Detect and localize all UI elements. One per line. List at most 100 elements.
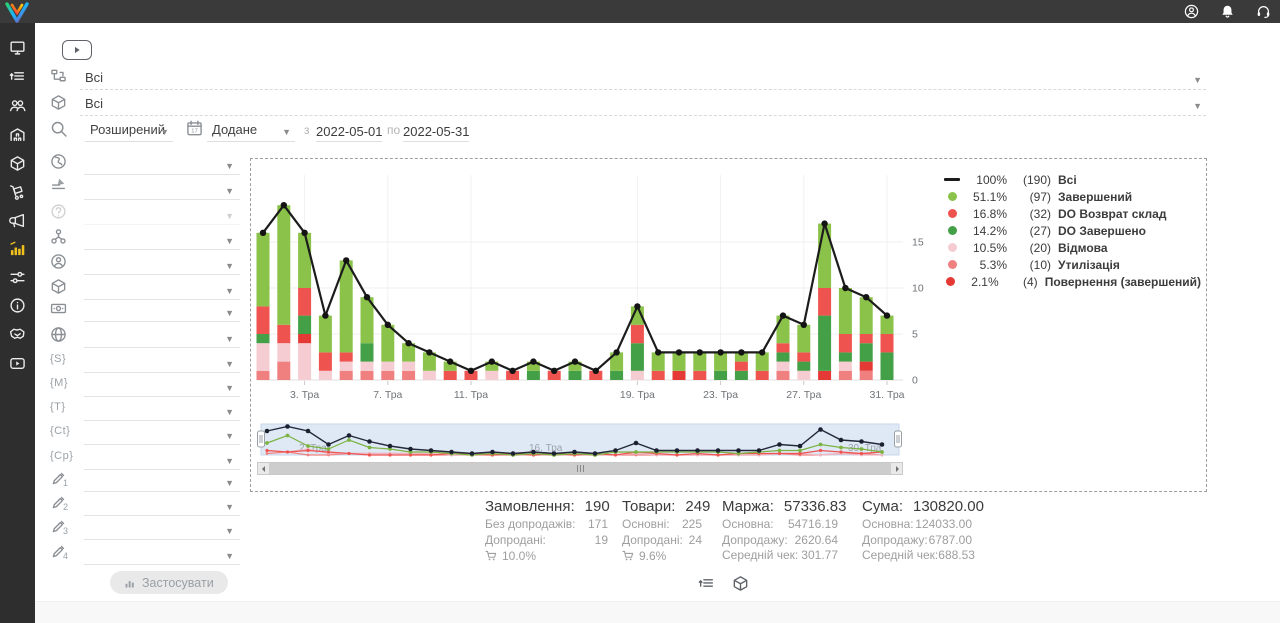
pen-lines-select[interactable]: ▼ [84, 177, 240, 200]
chart-legend: 100% (190) Всі 51.1% (97) Завершений 16.8% (32)… [939, 171, 1201, 290]
chevron-down-icon: ▼ [160, 127, 169, 137]
navigator-handle[interactable] [894, 430, 902, 448]
legend-label: DO Возврат склад [1058, 206, 1167, 221]
legend-item[interactable]: 16.8% (32) DO Возврат склад [939, 205, 1201, 222]
chevron-down-icon: ▼ [225, 407, 234, 417]
globe-art-select[interactable]: ▼ [84, 152, 240, 175]
legend-item[interactable]: 14.2% (27) DO Завершено [939, 222, 1201, 239]
navigator-handle[interactable] [257, 430, 265, 448]
legend-dot-marker [947, 226, 957, 235]
summary-column: Товари: 249 Основні: 225 Допродані: 24 9.6% [622, 498, 710, 563]
pencil2-icon [50, 494, 67, 511]
filter-row-help: ▼ [50, 202, 240, 225]
globe-wire-select[interactable]: ▼ [84, 325, 240, 348]
sidebar-item-info[interactable] [9, 297, 26, 314]
sidebar-item-products[interactable] [9, 155, 26, 172]
summary-sub-value: 225 [681, 517, 702, 531]
summary-sub-label: Допродажу: [862, 532, 928, 547]
topbar-icons [1184, 0, 1271, 23]
summary-sub-label: Допродані: [485, 532, 546, 547]
sidebar-item-marketing[interactable] [9, 212, 26, 229]
legend-dot-marker [947, 209, 957, 218]
sidebar-item-automation[interactable] [9, 269, 26, 286]
pencil4-select[interactable]: ▼ [84, 542, 240, 565]
products-view-icon[interactable] [732, 575, 749, 592]
date-to-input[interactable] [403, 122, 469, 142]
apply-button-label: Застосувати [142, 575, 214, 590]
legend-percent: 5.3% [979, 257, 1007, 272]
app-logo[interactable] [4, 1, 30, 25]
cart-icon [485, 550, 498, 563]
chevron-down-icon: ▼ [225, 334, 234, 344]
sidebar-item-analytics[interactable] [9, 240, 26, 257]
products-filter-row: Всі ▼ [50, 92, 1206, 116]
brace-cp-icon: {Cp} [50, 450, 74, 462]
legend-item[interactable]: 5.3% (10) Утилізація [939, 256, 1201, 273]
sidebar-item-supply[interactable] [9, 184, 26, 201]
legend-percent: 100% [976, 172, 1007, 187]
sidebar-item-orders[interactable] [9, 68, 26, 85]
globe-wire-icon [50, 326, 67, 343]
cube-select[interactable]: ▼ [84, 277, 240, 300]
summary-title: Сума: [862, 498, 903, 515]
orders-view-icon[interactable] [698, 575, 715, 592]
summary-sub-label: Допродажу: [722, 532, 788, 547]
chevron-down-icon: ▼ [225, 286, 234, 296]
org-select[interactable]: ▼ [84, 227, 240, 250]
package-icon [50, 94, 67, 111]
scrollbar-track[interactable] [269, 463, 891, 474]
date-to-label: по [387, 123, 401, 137]
chevron-down-icon: ▼ [225, 526, 234, 536]
brace-s-select[interactable]: ▼ [84, 350, 240, 373]
user-account-icon[interactable] [1184, 4, 1199, 19]
scrollbar-thumb[interactable] [269, 463, 891, 474]
pencil3-select[interactable]: ▼ [84, 517, 240, 540]
legend-item[interactable]: 51.1% (97) Завершений [939, 188, 1201, 205]
sidebar-item-customers[interactable] [9, 97, 26, 114]
notifications-icon[interactable] [1220, 4, 1235, 19]
svg-text:10: 10 [912, 283, 924, 295]
svg-text:2. Тра: 2. Тра [299, 443, 327, 454]
chevron-down-icon: ▼ [225, 359, 234, 369]
summary-column: Замовлення: 190 Без допродажів: 171 Допродан… [485, 498, 610, 563]
sidebar-item-dashboard[interactable] [9, 39, 26, 56]
help-select[interactable]: ▼ [84, 202, 240, 225]
legend-line-marker [944, 178, 960, 181]
video-tutorial-button[interactable] [62, 40, 92, 60]
filter-row-pencil3: 3 ▼ [50, 517, 240, 540]
legend-item[interactable]: 100% (190) Всі [939, 171, 1201, 188]
search-row: Розширений ▼ 17 Додане ▼ з по [50, 118, 1206, 142]
statuses-select[interactable]: Всі ▼ [80, 66, 1206, 90]
products-select-value: Всі [85, 96, 104, 111]
banknote-select[interactable]: ▼ [84, 299, 240, 322]
user-circle-select[interactable]: ▼ [84, 252, 240, 275]
legend-item[interactable]: 10.5% (20) Відмова [939, 239, 1201, 256]
sidebar-item-tutorials[interactable] [9, 355, 26, 372]
summary-sub-label: Основна: [722, 517, 774, 531]
filter-row-globe-art: ▼ [50, 152, 240, 175]
org-icon [50, 228, 67, 245]
brace-m-select[interactable]: ▼ [84, 374, 240, 397]
search-mode-select[interactable]: Розширений ▼ [85, 118, 173, 142]
chart-navigator[interactable]: 2. Тра 16. Тра 30. Тра [257, 422, 903, 460]
apply-button[interactable]: Застосувати [110, 571, 228, 594]
brace-ct-select[interactable]: ▼ [84, 422, 240, 445]
brace-t-icon: {T} [50, 401, 66, 413]
date-from-input[interactable] [316, 122, 382, 142]
pencil2-select[interactable]: ▼ [84, 493, 240, 516]
date-field-select[interactable]: Додане ▼ [207, 118, 295, 142]
support-icon[interactable] [1256, 4, 1271, 19]
filter-row-globe-wire: ▼ [50, 325, 240, 348]
legend-dot-marker [945, 277, 955, 286]
sidebar-item-warehouse[interactable] [9, 126, 26, 143]
legend-item[interactable]: 2.1% (4) Повернення (завершений) [939, 273, 1201, 290]
brace-cp-select[interactable]: ▼ [84, 447, 240, 470]
statuses-select-value: Всі [85, 70, 104, 85]
sidebar-item-partners[interactable] [9, 325, 26, 342]
scroll-right-arrow[interactable] [891, 463, 902, 474]
brace-t-select[interactable]: ▼ [84, 398, 240, 421]
summary-title: Замовлення: [485, 498, 575, 515]
scroll-left-arrow[interactable] [258, 463, 269, 474]
pencil1-select[interactable]: ▼ [84, 469, 240, 492]
products-select[interactable]: Всі ▼ [80, 92, 1206, 116]
